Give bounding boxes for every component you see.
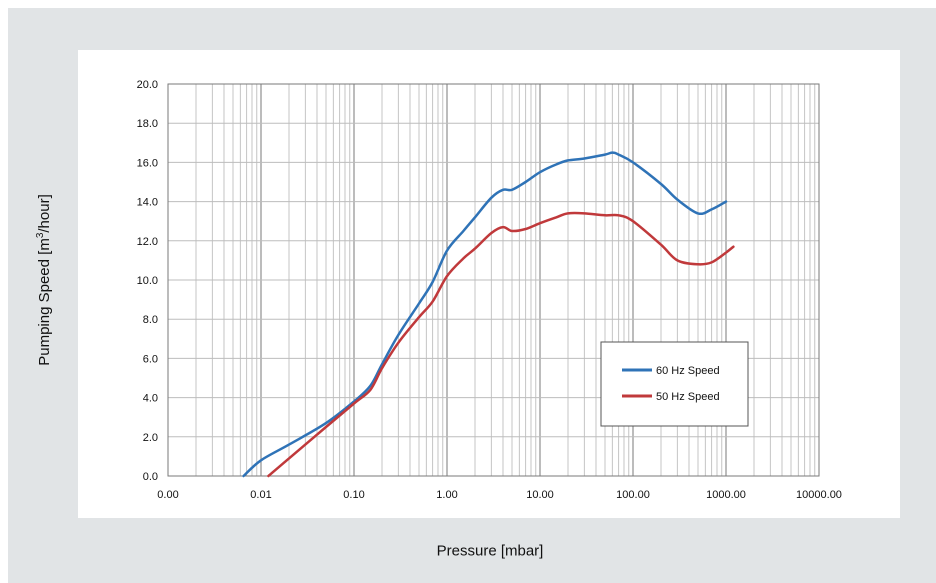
y-axis-title: Pumping Speed [m3/hour] (35, 194, 53, 366)
y-tick-label: 10.0 (137, 275, 158, 287)
x-tick-label: 100.00 (616, 489, 650, 501)
y-tick-label: 12.0 (137, 236, 158, 248)
x-tick-label: 10.00 (526, 489, 554, 501)
x-tick-label: 10000.00 (796, 489, 842, 501)
y-tick-label: 14.0 (137, 197, 158, 209)
y-tick-label: 8.0 (143, 314, 158, 326)
y-tick-label: 0.0 (143, 471, 158, 483)
y-tick-label: 6.0 (143, 353, 158, 365)
y-tick-label: 4.0 (143, 393, 158, 405)
series-line-0 (242, 151, 728, 478)
y-tick-label: 20.0 (137, 79, 158, 91)
x-tick-label: 1.00 (436, 489, 457, 501)
plot-panel (78, 50, 900, 518)
series-line-1 (267, 211, 735, 478)
series-lines (242, 151, 735, 478)
y-tick-label: 16.0 (137, 157, 158, 169)
x-tick-label: 0.01 (250, 489, 271, 501)
y-tick-label: 18.0 (137, 118, 158, 130)
major-gridlines (167, 83, 820, 477)
legend-label-50hz: 50 Hz Speed (656, 391, 720, 403)
legend-box (600, 341, 749, 427)
x-tick-labels: 0.00 0.01 0.10 1.00 10.00 100.00 1000.00 10000.… (157, 489, 842, 501)
legend-label-60hz: 60 Hz Speed (656, 365, 720, 377)
x-tick-label: 0.00 (157, 489, 178, 501)
x-axis-title: Pressure [mbar] (436, 542, 544, 560)
x-tick-label: 1000.00 (706, 489, 746, 501)
y-tick-labels: 0.0 2.0 4.0 6.0 8.0 10.0 12.0 14.0 16.0 18.0 20.0 (137, 79, 158, 483)
plot-border (167, 83, 820, 477)
x-tick-label: 0.10 (343, 489, 364, 501)
legend: 60 Hz Speed 50 Hz Speed (600, 341, 749, 427)
y-tick-label: 2.0 (143, 432, 158, 444)
